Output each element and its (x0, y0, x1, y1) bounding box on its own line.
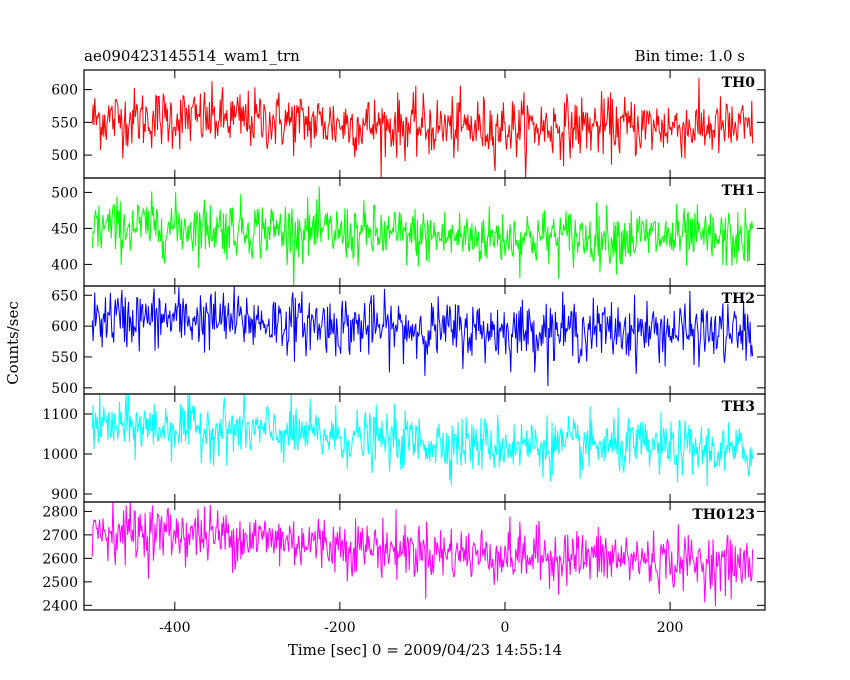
x-tick-label: 0 (501, 620, 510, 636)
panel-th3: 900 1000 1100 TH3 (42, 393, 766, 503)
x-tick-label: -200 (324, 620, 355, 636)
y-tick-label: 650 (51, 288, 78, 304)
y-tick-label: 2600 (42, 551, 78, 567)
panel-name-label: TH1 (722, 183, 755, 199)
panel-frame (83, 501, 766, 611)
y-tick-label: 400 (51, 257, 78, 273)
y-tick-label: 450 (51, 221, 78, 237)
panel-name-label: TH0 (722, 75, 756, 91)
panel-th1: 400 450 500 TH1 (51, 177, 766, 287)
y-tick-label: 550 (51, 350, 78, 366)
y-tick-label: 2500 (42, 575, 78, 591)
chart-title: ae090423145514_wam1_trn (84, 47, 300, 65)
y-tick-label: 600 (51, 83, 78, 99)
panel-th0: 500 550 600 TH0 (51, 69, 766, 179)
panel-name-label: TH3 (722, 399, 755, 415)
x-axis-ticks: -400 -200 0 200 (159, 620, 683, 636)
y-tick-label: 550 (51, 115, 78, 131)
y-tick-label: 600 (51, 319, 78, 335)
y-tick-label: 500 (51, 185, 78, 201)
y-tick-label: 1000 (42, 447, 78, 463)
panel-th0123: 2400 2500 2600 2700 2800 TH0123 (42, 501, 766, 614)
series-line-th3 (91, 394, 754, 487)
panel-name-label: TH2 (722, 291, 755, 307)
y-axis-label: Counts/sec (4, 301, 22, 385)
x-tick-label: 200 (657, 620, 684, 636)
x-axis-label: Time [sec] 0 = 2009/04/23 14:55:14 (288, 641, 562, 659)
panels: 500 550 600 TH0 400 450 500 TH1 500 550 600 650 TH2 9… (42, 69, 766, 614)
y-tick-label: 500 (51, 148, 78, 164)
series-line-th0123 (91, 502, 754, 607)
x-tick-label: -400 (159, 620, 190, 636)
y-tick-label: 1100 (42, 407, 78, 423)
y-tick-label: 900 (51, 487, 78, 503)
panel-th2: 500 550 600 650 TH2 (51, 285, 766, 397)
y-tick-label: 2800 (42, 504, 78, 520)
y-tick-label: 2700 (42, 528, 78, 544)
panel-name-label: TH0123 (692, 507, 755, 523)
series-line-th0 (91, 77, 754, 178)
series-line-th1 (91, 186, 754, 286)
series-line-th2 (91, 286, 754, 387)
bin-time-label: Bin time: 1.0 s (635, 47, 745, 65)
y-tick-label: 2400 (42, 598, 78, 614)
y-tick-label: 500 (51, 381, 78, 397)
